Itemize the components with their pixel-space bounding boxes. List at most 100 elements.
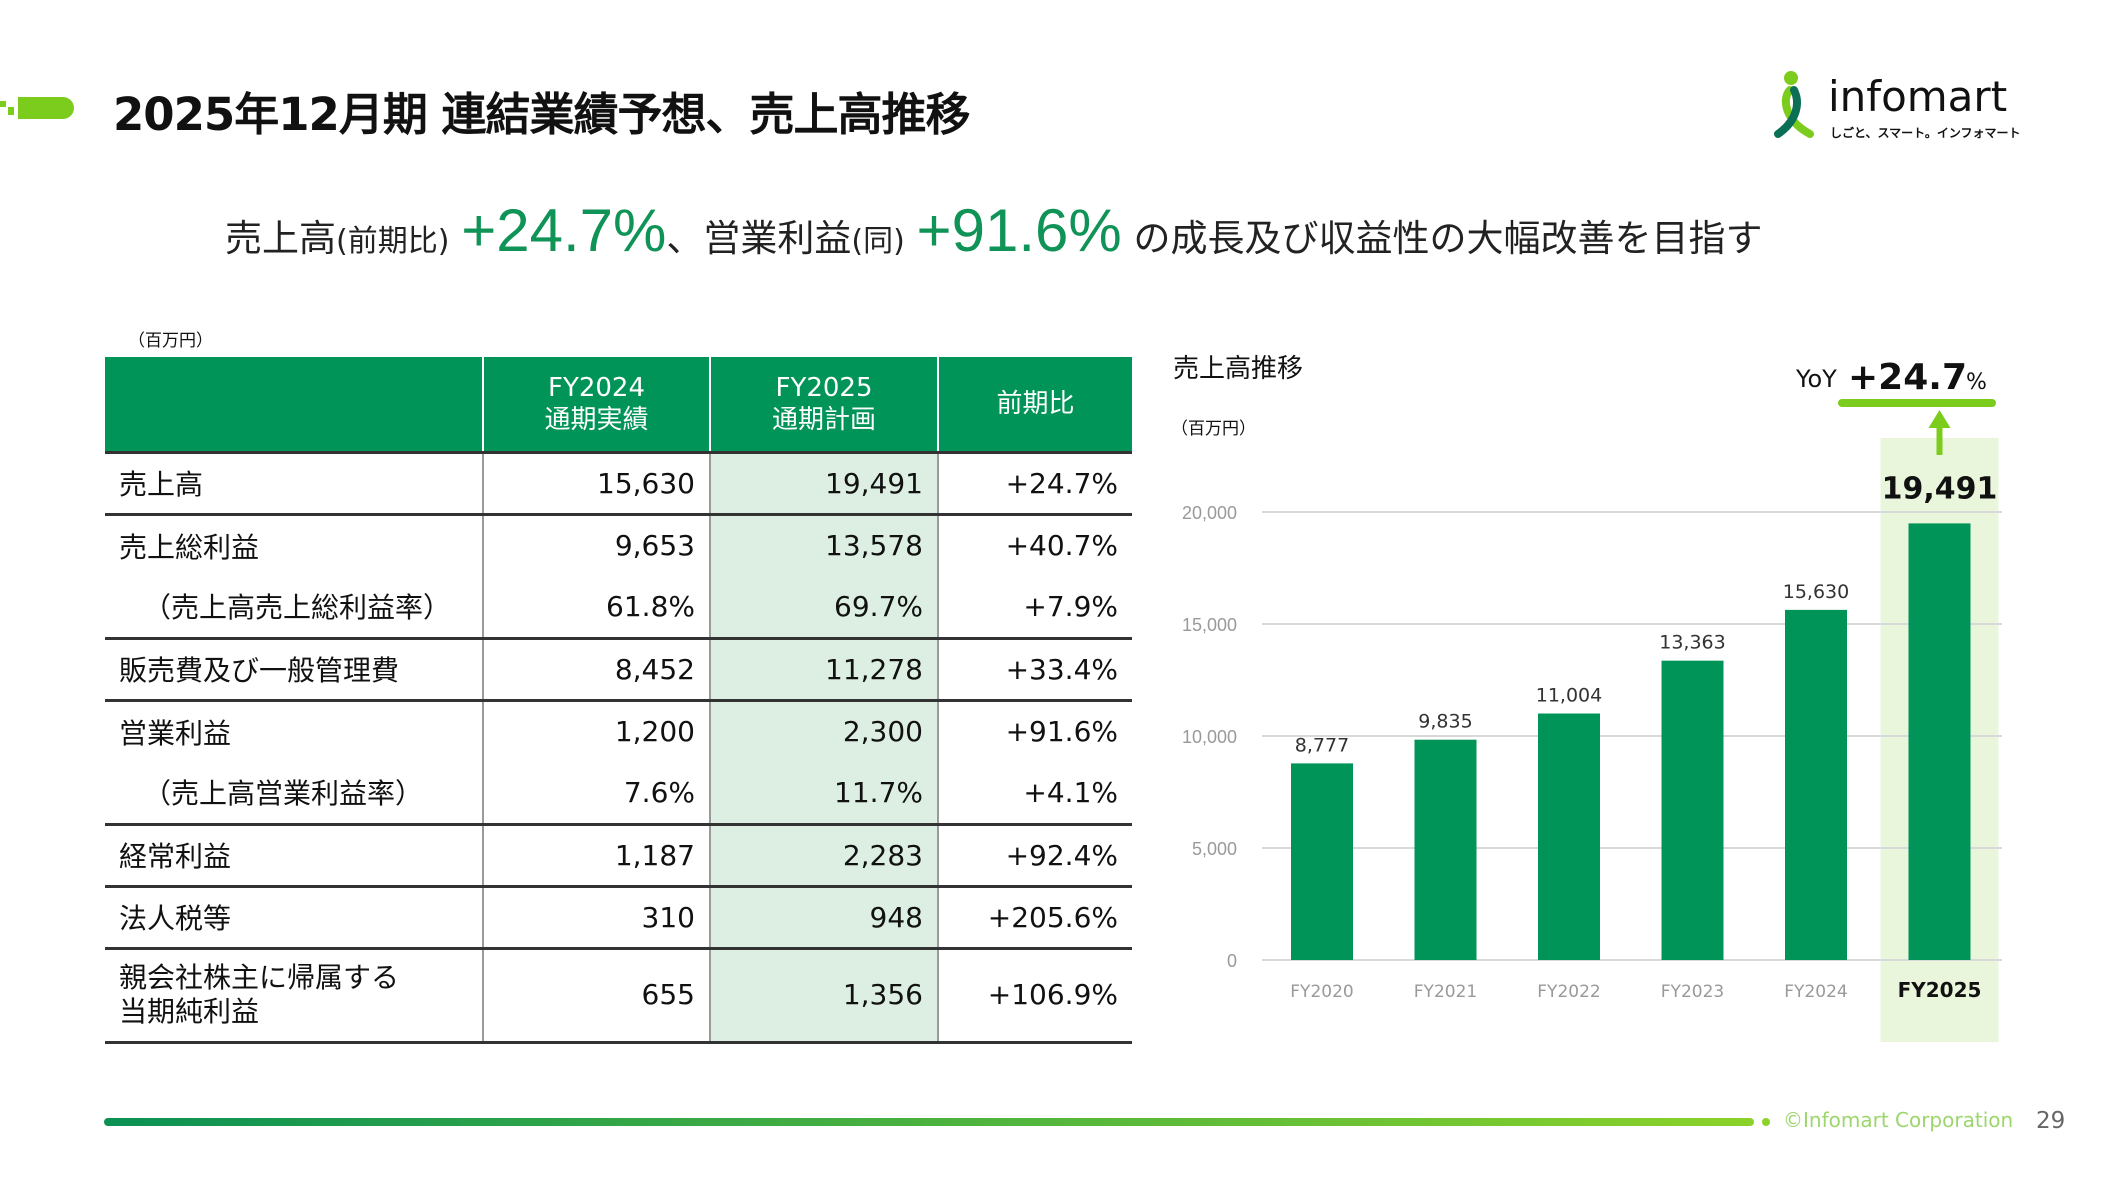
table-row: 売上総利益 9,653 13,578 +40.7% [105,512,1132,576]
chart-unit: （百万円） [1171,419,1256,439]
table-row: 営業利益 1,200 2,300 +91.6% [105,698,1132,762]
cell-yoy: +33.4% [937,636,1132,700]
headline-sales: 売上高 [225,217,336,260]
table-row: （売上高営業利益率） 7.6% 11.7% +4.1% [105,762,1132,824]
cell-fy2024: 7.6% [482,762,710,824]
headline-op-paren: (同) [851,224,905,259]
page-title: 2025年12月期 連結業績予想、売上高推移 [113,88,971,141]
x-tick-label: FY2023 [1661,982,1724,1002]
data-label: 8,777 [1295,734,1349,756]
cell-fy2024: 9,653 [482,512,710,576]
infomart-logo: infomart しごと、スマート。インフォマート [1768,68,2021,142]
cell-fy2024: 310 [482,884,710,948]
data-label: 9,835 [1418,711,1472,733]
bar-FY2022 [1538,713,1600,960]
cell-fy2025: 2,283 [709,822,938,886]
header-label [105,357,483,452]
data-label: 19,491 [1882,471,1998,506]
y-tick-label: 10,000 [1182,727,1237,747]
cell-yoy: +106.9% [937,946,1132,1042]
data-label: 11,004 [1536,685,1602,707]
row-label: 売上高 [105,450,483,514]
cell-fy2025: 11.7% [709,762,938,824]
header-yoy: 前期比 [937,357,1132,452]
cell-fy2024: 655 [482,946,710,1042]
cell-fy2025: 19,491 [709,450,938,514]
headline-sales-growth: +24.7% [461,197,667,264]
row-label: （売上高営業利益率） [143,777,424,811]
cell-fy2025: 13,578 [709,512,938,576]
table-row: （売上高売上総利益率） 61.8% 69.7% +7.9% [105,576,1132,638]
cell-fy2024: 61.8% [482,576,710,638]
cell-fy2025: 69.7% [709,576,938,638]
header-fy2025: FY2025 通期計画 [709,357,938,452]
chart-title: 売上高推移 [1173,354,1304,384]
cell-fy2025: 1,356 [709,946,938,1042]
copyright: ©Infomart Corporation [1783,1108,2014,1132]
cell-fy2025: 2,300 [709,698,938,762]
logo-text: infomart [1828,72,2008,121]
row-label: 法人税等 [105,884,483,948]
cell-fy2025: 948 [709,884,938,948]
table-header-row: FY2024 通期実績 FY2025 通期計画 前期比 [105,357,1132,452]
cell-yoy: +205.6% [937,884,1132,948]
x-tick-label: FY2021 [1414,982,1477,1002]
data-label: 13,363 [1659,632,1725,654]
bar-FY2020 [1291,763,1353,960]
bar-FY2023 [1661,660,1724,960]
headline-goal: の成長及び収益性の大幅改善を目指す [1133,217,1763,260]
bar-FY2024 [1785,609,1847,960]
cell-fy2024: 8,452 [482,636,710,700]
y-tick-label: 15,000 [1182,615,1237,635]
y-tick-label: 0 [1227,951,1237,971]
footer-line [104,1118,1754,1126]
cell-yoy: +24.7% [937,450,1132,514]
table-row: 親会社株主に帰属する 当期純利益 655 1,356 +106.9% [105,946,1132,1042]
headline: 売上高(前期比) +24.7%、営業利益(同) +91.6% の成長及び収益性の… [225,196,1762,265]
cell-yoy: +7.9% [937,576,1132,638]
forecast-table: FY2024 通期実績 FY2025 通期計画 前期比 売上高 15,630 19,… [105,357,1132,1044]
row-label: 親会社株主に帰属する 当期純利益 [105,946,483,1042]
y-tick-label: 20,000 [1182,503,1237,523]
row-label: 売上総利益 [105,512,483,576]
x-tick-label: FY2022 [1537,982,1600,1002]
cell-yoy: +92.4% [937,822,1132,886]
row-label: 経常利益 [105,822,483,886]
bar-FY2021 [1414,739,1477,960]
headline-op: 、営業利益 [666,217,852,260]
x-tick-label: FY2020 [1290,982,1353,1002]
table-row: 経常利益 1,187 2,283 +92.4% [105,822,1132,886]
cell-fy2024: 1,187 [482,822,710,886]
table-unit: （百万円） [128,331,213,351]
x-tick-label: FY2024 [1784,982,1847,1002]
y-tick-label: 5,000 [1192,839,1237,859]
arrow-head-icon [1928,410,1951,428]
yoy-suffix: % [1966,370,1987,395]
cell-fy2024: 15,630 [482,450,710,514]
yoy-value: +24.7 [1848,357,1967,398]
table-row: 販売費及び一般管理費 8,452 11,278 +33.4% [105,636,1132,700]
logo-mark-icon [1774,71,1814,138]
yoy-prefix: YoY [1795,365,1837,393]
data-label: 15,630 [1783,581,1849,603]
cell-yoy: +40.7% [937,512,1132,576]
cell-fy2025: 11,278 [709,636,938,700]
footer-dot [1762,1118,1770,1126]
row-label: 販売費及び一般管理費 [105,636,483,700]
cell-yoy: +4.1% [937,762,1132,824]
bar-FY2025 [1908,523,1971,960]
x-tick-label: FY2025 [1898,978,1982,1002]
row-label: （売上高売上総利益率） [143,591,452,625]
headline-sales-paren: (前期比) [336,224,450,259]
table-row: 売上高 15,630 19,491 +24.7% [105,450,1132,514]
table-row: 法人税等 310 948 +205.6% [105,884,1132,948]
headline-op-growth: +91.6% [916,197,1122,264]
header-fy2024: FY2024 通期実績 [482,357,710,452]
section-marker-icon [0,97,74,119]
cell-yoy: +91.6% [937,698,1132,762]
page-number: 29 [2036,1108,2066,1134]
cell-fy2024: 1,200 [482,698,710,762]
row-label: 営業利益 [105,698,483,762]
logo-tagline: しごと、スマート。インフォマート [1830,126,2021,140]
